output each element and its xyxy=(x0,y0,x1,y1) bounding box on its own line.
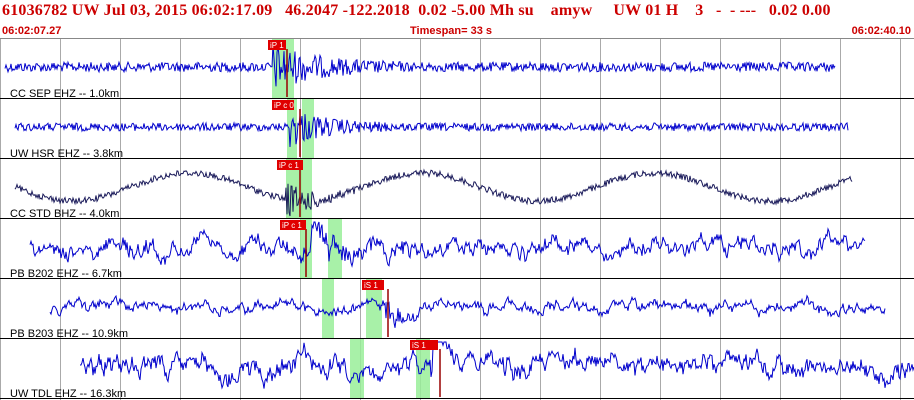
pick-flag-label: iP 1 xyxy=(270,41,284,50)
channel-label: CC SEP EHZ -- 1.0km xyxy=(10,88,119,100)
pick-flag-label: iP c 0 xyxy=(274,101,294,110)
timespan-label: Timespan= 33 s xyxy=(410,25,493,37)
seismic-trace[interactable] xyxy=(80,341,914,390)
pick-window xyxy=(350,339,364,399)
pick-flag[interactable] xyxy=(277,160,303,170)
pick-window xyxy=(302,99,314,159)
channel-label: PB B202 EHZ -- 6.7km xyxy=(10,268,122,280)
channel-label: UW TDL EHZ -- 16.3km xyxy=(10,388,126,400)
pick-flag[interactable] xyxy=(362,280,384,290)
pick-flag[interactable] xyxy=(410,340,438,350)
seismic-trace[interactable] xyxy=(14,114,849,148)
channel-label: PB B203 EHZ -- 10.9km xyxy=(10,328,128,340)
pick-flag[interactable] xyxy=(268,40,286,50)
pick-flag-label: iS 1 xyxy=(412,341,426,350)
pick-flag[interactable] xyxy=(272,100,294,110)
header-divider xyxy=(0,38,914,39)
channel-label: CC STD BHZ -- 4.0km xyxy=(10,208,119,220)
seismic-trace[interactable] xyxy=(29,221,866,268)
start-time: 06:02:07.27 xyxy=(2,25,62,37)
seismogram-svg[interactable]: iP 1 CC SEP EHZ -- 1.0km iP c 0 UW HSR EHZ … xyxy=(0,39,914,400)
seismogram-panel[interactable]: iP 1 CC SEP EHZ -- 1.0km iP c 0 UW HSR EHZ … xyxy=(0,39,914,400)
end-time: 06:02:40.10 xyxy=(851,25,911,37)
seismic-trace[interactable] xyxy=(49,294,886,328)
pick-flag[interactable] xyxy=(280,220,306,230)
pick-window xyxy=(322,279,334,339)
pick-flag-label: iS 1 xyxy=(364,281,378,290)
pick-window xyxy=(287,99,297,159)
seismic-trace[interactable] xyxy=(14,168,853,217)
seismic-trace[interactable] xyxy=(4,44,836,87)
event-header: 61036782 UW Jul 03, 2015 06:02:17.09 46.… xyxy=(0,0,914,38)
pick-window xyxy=(328,219,342,279)
event-title: 61036782 UW Jul 03, 2015 06:02:17.09 46.… xyxy=(2,2,831,19)
pick-flag-label: iP c 1 xyxy=(282,221,302,230)
channel-label: UW HSR EHZ -- 3.8km xyxy=(10,148,123,160)
pick-flag-label: iP c 1 xyxy=(279,161,299,170)
pick-window xyxy=(366,279,382,339)
